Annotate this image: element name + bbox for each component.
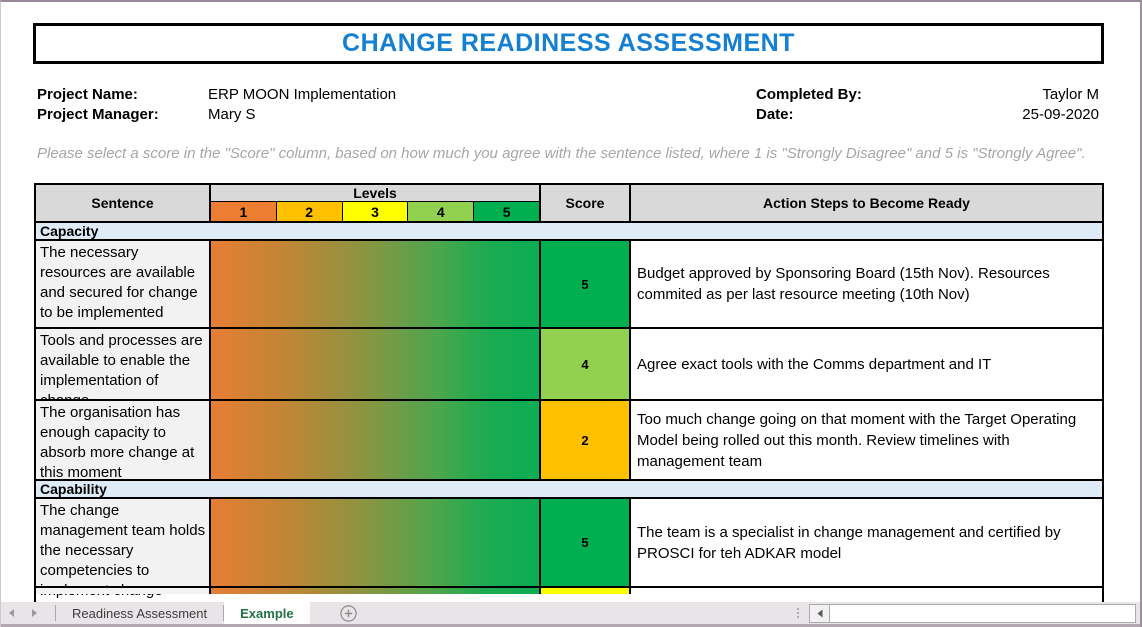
section-header-capability: Capability	[36, 481, 1102, 499]
action-column-header: Action Steps to Become Ready	[631, 185, 1102, 221]
level-gradient-bar	[211, 241, 541, 327]
sheet-tab-bar: Readiness Assessment Example	[1, 602, 1140, 627]
action-steps-cell[interactable]: Budget approved by Sponsoring Board (15t…	[631, 241, 1102, 327]
level-5-cell: 5	[474, 202, 539, 221]
assessment-table: Sentence Levels 1 2 3 4 5 Score Action S…	[34, 183, 1104, 604]
table-row: The organisation has enough capacity to …	[36, 401, 1102, 481]
table-row: The necessary resources are available an…	[36, 241, 1102, 329]
action-steps-cell[interactable]	[631, 588, 1102, 594]
tab-divider	[223, 605, 225, 621]
previous-sheet-icon[interactable]	[9, 609, 14, 617]
sentence-column-header: Sentence	[36, 185, 211, 221]
level-1-cell: 1	[211, 202, 277, 221]
tab-divider	[55, 605, 56, 621]
table-row: The change management team holds the nec…	[36, 499, 1102, 599]
plus-circle-icon	[339, 604, 357, 622]
level-3-cell: 3	[342, 202, 409, 221]
page-title: CHANGE READINESS ASSESSMENT	[342, 29, 795, 57]
sentence-cell[interactable]	[36, 588, 211, 594]
tab-bar-spacer	[387, 602, 787, 624]
sentence-cell[interactable]: The organisation has enough capacity to …	[36, 401, 211, 481]
levels-column-header: Levels 1 2 3 4 5	[211, 185, 541, 221]
project-manager-label: Project Manager:	[37, 106, 159, 123]
scroll-left-arrow-icon	[817, 609, 822, 617]
level-gradient-bar	[211, 401, 541, 479]
score-cell[interactable]: 2	[541, 401, 631, 479]
score-cell[interactable]: 4	[541, 329, 631, 399]
date-label: Date:	[756, 106, 794, 123]
project-manager-value[interactable]: Mary S	[208, 106, 256, 123]
add-sheet-button[interactable]	[310, 602, 387, 624]
sheet-tab-example[interactable]: Example	[224, 602, 310, 624]
sentence-cell[interactable]: The change management team holds the nec…	[36, 499, 211, 599]
level-4-cell: 4	[408, 202, 475, 221]
sentence-cell[interactable]: Tools and processes are available to ena…	[36, 329, 211, 409]
splitter-grip-icon[interactable]	[787, 602, 809, 624]
completed-by-label: Completed By:	[756, 86, 862, 103]
action-steps-cell[interactable]: Agree exact tools with the Comms departm…	[631, 329, 1102, 399]
level-gradient-bar	[211, 329, 541, 399]
action-steps-cell[interactable]: Too much change going on that moment wit…	[631, 401, 1102, 479]
table-header-row: Sentence Levels 1 2 3 4 5 Score Action S…	[36, 185, 1102, 223]
section-header-capacity: Capacity	[36, 223, 1102, 241]
instruction-text: Please select a score in the "Score" col…	[37, 145, 1086, 162]
scrollbar-track[interactable]	[830, 603, 1136, 623]
sentence-cell[interactable]: The necessary resources are available an…	[36, 241, 211, 327]
levels-scale: 1 2 3 4 5	[211, 202, 539, 221]
next-sheet-icon[interactable]	[32, 609, 37, 617]
table-row-clipped	[36, 588, 1102, 594]
sheet-tab-readiness-assessment[interactable]: Readiness Assessment	[72, 605, 208, 621]
table-row: Tools and processes are available to ena…	[36, 329, 1102, 409]
date-value[interactable]: 25-09-2020	[1022, 106, 1099, 123]
score-cell[interactable]: 5	[541, 241, 631, 327]
project-name-value[interactable]: ERP MOON Implementation	[208, 86, 397, 103]
level-2-cell: 2	[276, 202, 343, 221]
level-gradient-bar	[211, 499, 541, 586]
action-steps-cell[interactable]: The team is a specialist in change manag…	[631, 499, 1102, 586]
horizontal-scrollbar[interactable]	[809, 602, 1136, 624]
sheet-nav	[1, 602, 55, 624]
level-gradient-bar	[211, 588, 541, 594]
project-name-label: Project Name:	[37, 86, 138, 103]
score-column-header: Score	[541, 185, 631, 221]
report-title-box: CHANGE READINESS ASSESSMENT	[33, 23, 1104, 64]
levels-header-label: Levels	[211, 185, 539, 202]
score-cell[interactable]: 5	[541, 499, 631, 586]
scroll-left-button[interactable]	[809, 603, 830, 623]
score-cell[interactable]	[541, 588, 631, 594]
completed-by-value[interactable]: Taylor M	[1042, 86, 1099, 103]
